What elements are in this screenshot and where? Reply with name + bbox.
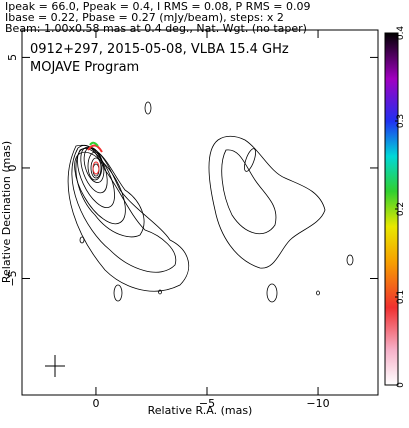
x-axis-label: Relative R.A. (mas)	[148, 404, 253, 417]
x-tick-label: 0	[92, 397, 99, 410]
y-axis-label: Relative Decination (mas)	[0, 141, 13, 283]
header-line: Beam: 1.00x0.58 mas at 0.4 deg., Nat. Wg…	[5, 22, 307, 35]
x-tick-label: −5	[199, 397, 215, 410]
chart-subtitle: MOJAVE Program	[30, 60, 139, 75]
header-line: Ibase = 0.22, Pbase = 0.27 (mJy/beam), s…	[5, 11, 284, 24]
colorbar-tick-label: 0	[396, 382, 406, 388]
colorbar-tick-label: 0.3	[396, 114, 406, 128]
header-line: Ipeak = 66.0, Ppeak = 0.4, I RMS = 0.08,…	[5, 0, 311, 13]
colorbar-tick-label: 0.1	[396, 290, 406, 304]
plot-frame	[21, 29, 379, 396]
x-tick-label: −10	[306, 397, 329, 410]
pol-red	[87, 144, 103, 153]
contours	[67, 101, 354, 303]
peak	[92, 161, 100, 175]
colorbar-tick-label: 0.2	[396, 202, 406, 216]
colorbar-tick-label: 0.4	[396, 26, 406, 41]
y-tick-label: 0	[6, 164, 19, 171]
pol-green	[89, 141, 99, 147]
y-tick-label: −5	[6, 270, 19, 286]
y-tick-label: 5	[6, 54, 19, 61]
chart-title: 0912+297, 2015-05-08, VLBA 15.4 GHz	[30, 42, 289, 57]
